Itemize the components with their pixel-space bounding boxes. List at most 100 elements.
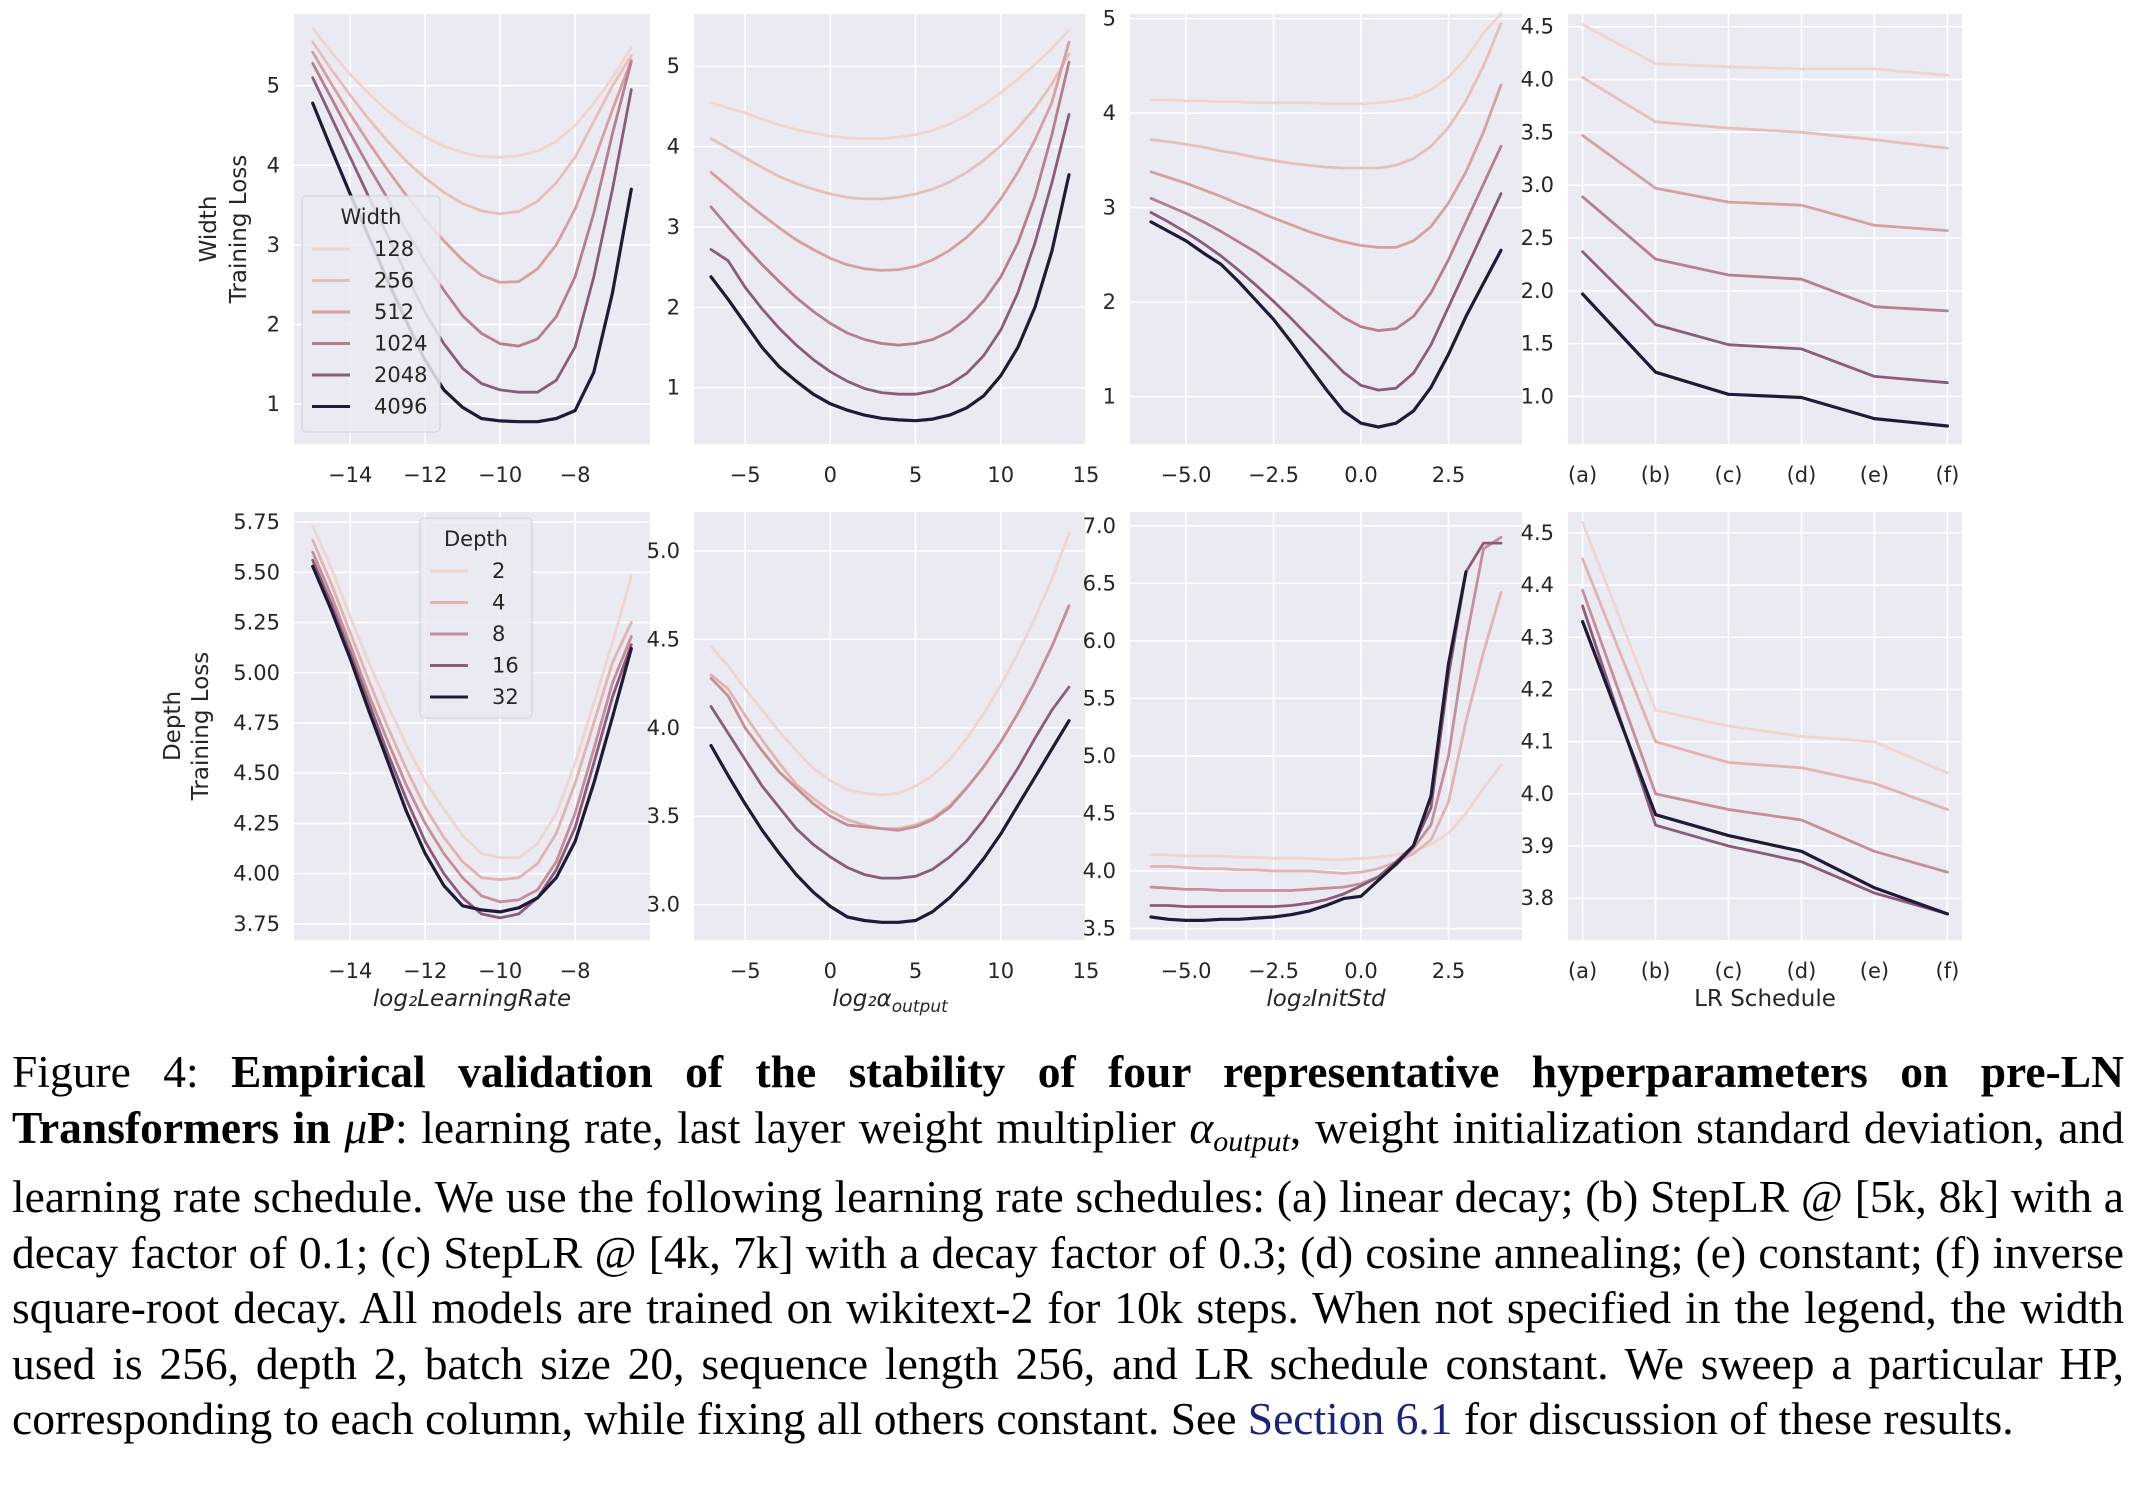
series-line-4 <box>1149 591 1503 875</box>
series-line-2 <box>709 531 1071 797</box>
series-line-1024 <box>311 60 633 348</box>
y-tick-label: 4.5 <box>1083 801 1116 825</box>
y-tick-label: 6.5 <box>1083 571 1116 595</box>
series-line-256 <box>709 52 1071 201</box>
x-tick-label: −5.0 <box>1161 959 1212 983</box>
legend-entry-1024: 1024 <box>374 332 427 356</box>
x-tick-label: (f) <box>1936 463 1960 487</box>
legend-entry-16: 16 <box>492 654 519 678</box>
y-tick-label: 5.00 <box>233 661 280 685</box>
x-tick-label: (d) <box>1787 959 1817 983</box>
panel-depth-alpha: −5 0 5 10 15 3.0 3.5 4.0 4.5 5.0 <box>647 512 1100 983</box>
x-axis-label-lr: log₂LearningRate <box>373 986 571 1012</box>
y-tick-label: 4.0 <box>1521 782 1554 806</box>
y-tick-label: 1 <box>267 392 280 416</box>
series-line-16 <box>1581 604 1949 916</box>
y-tick-label: 4 <box>667 135 680 159</box>
x-axis-label-alpha: log₂αoutput <box>832 986 949 1017</box>
y-tick-label: 3.5 <box>1521 120 1554 144</box>
x-tick-label: −8 <box>560 463 591 487</box>
y-tick-label: 3.75 <box>233 912 280 936</box>
x-tick-label: (a) <box>1568 959 1597 983</box>
series-line-2 <box>1149 763 1503 861</box>
series-line-2 <box>1581 521 1949 775</box>
series-line-8 <box>311 550 633 904</box>
y-tick-label: 2.0 <box>1521 279 1554 303</box>
legend-entry-8: 8 <box>492 622 505 646</box>
series-line-2048 <box>311 76 633 394</box>
x-tick-label: −2.5 <box>1248 959 1299 983</box>
caption-alpha-subscript: output <box>1213 1124 1290 1158</box>
plot-area <box>1130 512 1522 940</box>
x-tick-label: −5 <box>730 959 761 983</box>
x-tick-label: 2.5 <box>1432 463 1465 487</box>
y-tick-label: 1 <box>667 376 680 400</box>
row-label-top-1: Training Loss <box>226 155 252 305</box>
y-tick-label: 5 <box>1103 7 1116 31</box>
series-line-128 <box>311 26 633 159</box>
x-tick-label: (c) <box>1715 463 1743 487</box>
x-tick-label: −5 <box>730 463 761 487</box>
legend-title: Depth <box>444 527 508 551</box>
series-line-512 <box>1581 134 1949 232</box>
y-tick-label: 3.0 <box>647 893 680 917</box>
y-tick-label: 1.5 <box>1521 332 1554 356</box>
series-line-2048 <box>1581 250 1949 385</box>
series-line-2048 <box>1149 192 1503 392</box>
legend-entry-512: 512 <box>374 300 414 324</box>
y-tick-label: 1 <box>1103 385 1116 409</box>
panel-width-lr: −14 −12 −10 −8 1 2 3 4 5 Width 128 256 512 1024 2048 40… <box>267 14 650 487</box>
legend-box <box>301 195 441 433</box>
y-tick-label: 5 <box>267 74 280 98</box>
plot-area <box>1568 512 1962 940</box>
legend: Depth 2 4 8 16 32 <box>419 517 533 719</box>
y-tick-label: 4.0 <box>647 716 680 740</box>
y-tick-label: 4 <box>267 153 280 177</box>
legend-entry-4096: 4096 <box>374 395 427 419</box>
y-tick-label: 5.75 <box>233 510 280 534</box>
series-line-4 <box>311 538 633 882</box>
series-line-512 <box>311 50 633 284</box>
x-tick-label: (f) <box>1936 959 1960 983</box>
series-line-4096 <box>1149 220 1503 429</box>
y-tick-label: 5.0 <box>1083 744 1116 768</box>
x-tick-label: −14 <box>328 959 372 983</box>
y-tick-label: 3 <box>667 215 680 239</box>
legend-entry-4: 4 <box>492 591 505 615</box>
series-line-128 <box>709 28 1071 140</box>
y-tick-label: 4.50 <box>233 761 280 785</box>
series-line-2 <box>311 524 633 859</box>
x-tick-label: −12 <box>403 959 447 983</box>
y-tick-label: 5.5 <box>1083 686 1116 710</box>
x-tick-label: 0.0 <box>1344 959 1377 983</box>
section-link[interactable]: Section 6.1 <box>1247 1393 1453 1444</box>
x-tick-label: −10 <box>478 463 522 487</box>
series-line-32 <box>1581 620 1949 916</box>
y-tick-label: 4.1 <box>1521 730 1554 754</box>
caption-text-3: for discussion of these results. <box>1452 1393 2014 1444</box>
y-tick-label: 4.2 <box>1521 677 1554 701</box>
y-tick-label: 5 <box>667 54 680 78</box>
caption-mu-symbol: μ <box>344 1101 368 1153</box>
panel-depth-lr: −14 −12 −10 −8 3.75 4.00 4.25 4.50 4.75 5.00 5.25 5… <box>233 510 650 983</box>
y-tick-label: 4.4 <box>1521 573 1554 597</box>
panel-width-alpha: −5 0 5 10 15 1 2 3 4 5 <box>667 14 1099 487</box>
x-tick-label: 5 <box>909 463 922 487</box>
row-label-bottom-1: Training Loss <box>188 652 214 802</box>
plot-area <box>1568 14 1962 444</box>
figure-caption: Figure 4: Empirical validation of the st… <box>12 1044 2124 1447</box>
x-tick-label: (e) <box>1860 959 1889 983</box>
x-tick-label: 10 <box>987 959 1014 983</box>
series-line-1024 <box>709 60 1071 347</box>
y-tick-label: 2 <box>267 313 280 337</box>
x-tick-label: 15 <box>1073 959 1100 983</box>
series-line-2048 <box>709 113 1071 396</box>
series-line-512 <box>709 40 1071 272</box>
y-tick-label: 4.0 <box>1083 859 1116 883</box>
x-tick-label: 2.5 <box>1432 959 1465 983</box>
series-line-256 <box>1581 76 1949 150</box>
series-line-32 <box>709 719 1071 924</box>
y-tick-label: 4 <box>1103 101 1116 125</box>
y-tick-label: 5.25 <box>233 611 280 635</box>
caption-bold-title: Empirical validation of the stability of… <box>12 1046 2124 1153</box>
